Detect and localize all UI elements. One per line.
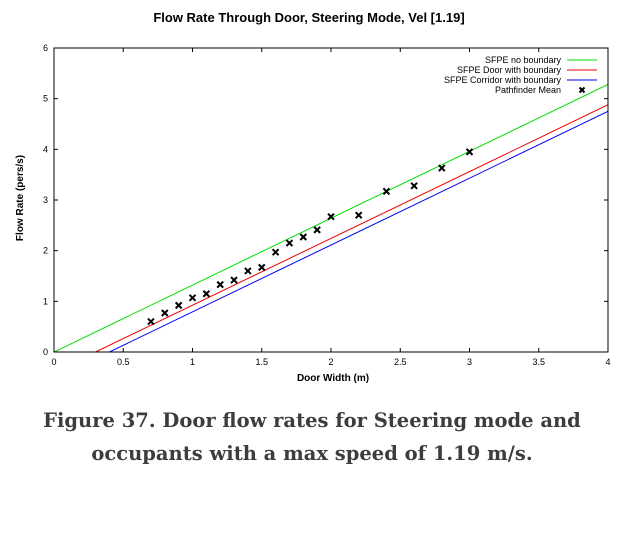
flow-rate-chart: Flow Rate Through Door, Steering Mode, V… xyxy=(15,10,611,384)
caption-line-1: Figure 37. Door flow rates for Steering … xyxy=(43,409,581,432)
y-tick-label: 1 xyxy=(43,296,48,306)
data-point-x-marker xyxy=(382,187,391,196)
legend-label: SFPE no boundary xyxy=(485,55,562,65)
data-point-x-marker xyxy=(465,148,474,156)
data-point-x-marker xyxy=(299,233,308,241)
caption-line-2: occupants with a max speed of 1.19 m/s. xyxy=(91,442,533,465)
data-point-x-marker xyxy=(438,164,446,172)
series-line-2 xyxy=(95,104,608,352)
legend-label: Pathfinder Mean xyxy=(495,85,561,95)
x-tick-label: 0 xyxy=(51,357,56,367)
y-tick-label: 6 xyxy=(43,43,48,53)
y-axis-label: Flow Rate (pers/s) xyxy=(15,155,26,241)
x-tick-label: 0.5 xyxy=(117,357,130,367)
data-point-x-marker xyxy=(202,290,211,298)
x-tick-label: 3 xyxy=(467,357,472,367)
data-point-x-marker xyxy=(258,263,266,272)
data-point-x-marker xyxy=(271,248,280,256)
data-point-x-marker xyxy=(285,239,294,247)
figure-caption: Figure 37. Door flow rates for Steering … xyxy=(0,404,624,470)
y-tick-label: 4 xyxy=(43,144,48,154)
chart-title: Flow Rate Through Door, Steering Mode, V… xyxy=(153,10,464,25)
x-tick-label: 1 xyxy=(190,357,195,367)
x-tick-label: 2.5 xyxy=(394,357,407,367)
data-point-x-marker xyxy=(147,317,155,326)
series-line-3 xyxy=(109,110,608,352)
data-point-x-marker xyxy=(230,276,238,284)
x-tick-label: 3.5 xyxy=(532,357,545,367)
x-axis-label: Door Width (m) xyxy=(297,373,369,384)
data-point-x-marker xyxy=(244,267,252,275)
data-point-x-marker xyxy=(188,294,197,302)
legend-label: SFPE Corridor with boundary xyxy=(444,75,562,85)
y-tick-label: 5 xyxy=(43,94,48,104)
x-tick-label: 1.5 xyxy=(255,357,268,367)
y-tick-label: 0 xyxy=(43,347,48,357)
data-point-x-marker xyxy=(216,280,224,289)
plot-area: 0 0.5 1 1.5 2 2.5 3 3.5 4 0 1 2 3 4 5 6 SFPE no boundary… xyxy=(43,43,611,367)
data-point-x-marker xyxy=(161,309,169,317)
data-point-x-marker xyxy=(354,211,363,219)
data-point-x-marker xyxy=(313,226,321,234)
legend-label: SFPE Door with boundary xyxy=(457,65,562,75)
data-point-x-marker xyxy=(174,301,183,310)
series-line-1 xyxy=(54,84,608,352)
y-tick-label: 3 xyxy=(43,195,48,205)
chart-figure: Flow Rate Through Door, Steering Mode, V… xyxy=(3,0,621,386)
data-point-x-marker xyxy=(327,213,335,221)
legend-marker-swatch xyxy=(578,86,586,94)
x-tick-label: 2 xyxy=(328,357,333,367)
x-tick-label: 4 xyxy=(605,357,610,367)
y-tick-label: 2 xyxy=(43,246,48,256)
data-point-x-marker xyxy=(410,182,418,190)
